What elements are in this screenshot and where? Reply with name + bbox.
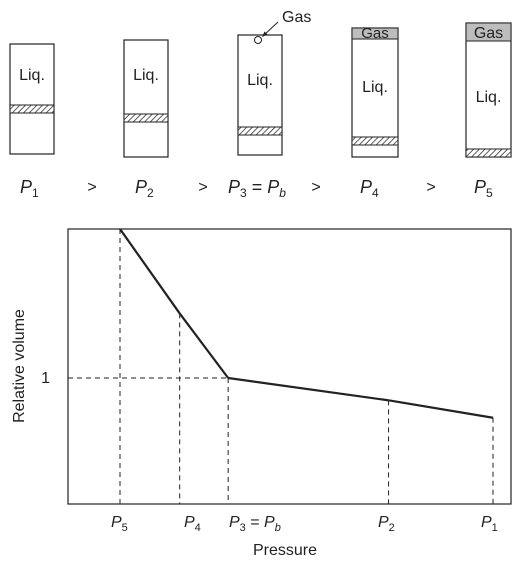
x-tick-label-p3-pb: P3 = Pb [229,514,281,534]
x-tick-label-p4: P4 [184,514,201,534]
curve-segment-2 [178,312,230,379]
pressure-sequence: P1 > P2 > P3 = Pb > P4 > P5 [20,177,493,200]
greater-than-sign: > [426,179,435,196]
liquid-label: Liq. [476,89,502,106]
greater-than-sign: > [198,179,207,196]
curve-segment-1 [119,228,181,315]
gas-label: Gas [361,25,389,42]
piston [351,136,399,146]
curve-segment-3 [228,376,389,402]
x-tick-label-p5: P5 [111,514,128,534]
liquid-label: Liq. [133,67,159,84]
gas-region [465,22,512,42]
piston [237,126,283,136]
cylinder-2: Liq. [123,39,169,158]
y-axis-label: Relative volume [11,309,28,423]
x-tick-label-p2: P2 [378,514,395,534]
y-tick-label-1: 1 [41,370,50,387]
plot-frame [67,228,512,505]
liquid-label: Liq. [19,67,45,84]
greater-than-sign: > [311,179,320,196]
greater-than-sign: > [87,179,96,196]
relative-volume-chart: 1 Relative volume P5 P4 P3 = Pb P2 P1 Pr… [11,228,512,559]
gas-bubble [254,36,262,44]
piston [465,148,512,158]
cylinder-1: Liq. [9,43,55,155]
curve-segment-4 [388,399,494,419]
gas-label: Gas [474,25,503,42]
piston [9,104,55,114]
pressure-label-p2: P2 [135,177,154,200]
piston [123,113,169,123]
gas-callout-label: Gas [282,9,311,26]
pressure-label-p4: P4 [360,177,379,200]
x-tick-label-p1: P1 [481,514,498,534]
liquid-label: Liq. [362,79,388,96]
pressure-label-p1: P1 [20,177,39,200]
pressure-label-p3-pb: P3 = Pb [228,177,286,200]
cylinder-3: Gas Liq. [237,9,311,156]
gas-callout-arrowhead [262,31,268,37]
pressure-label-p5: P5 [474,177,493,200]
liquid-label: Liq. [247,72,273,89]
x-axis-label: Pressure [253,542,317,559]
chart-marks [68,228,494,504]
gas-region [351,27,399,40]
cylinder-4: Gas Liq. [351,25,399,158]
cylinder-5: Gas Liq. [465,22,512,158]
